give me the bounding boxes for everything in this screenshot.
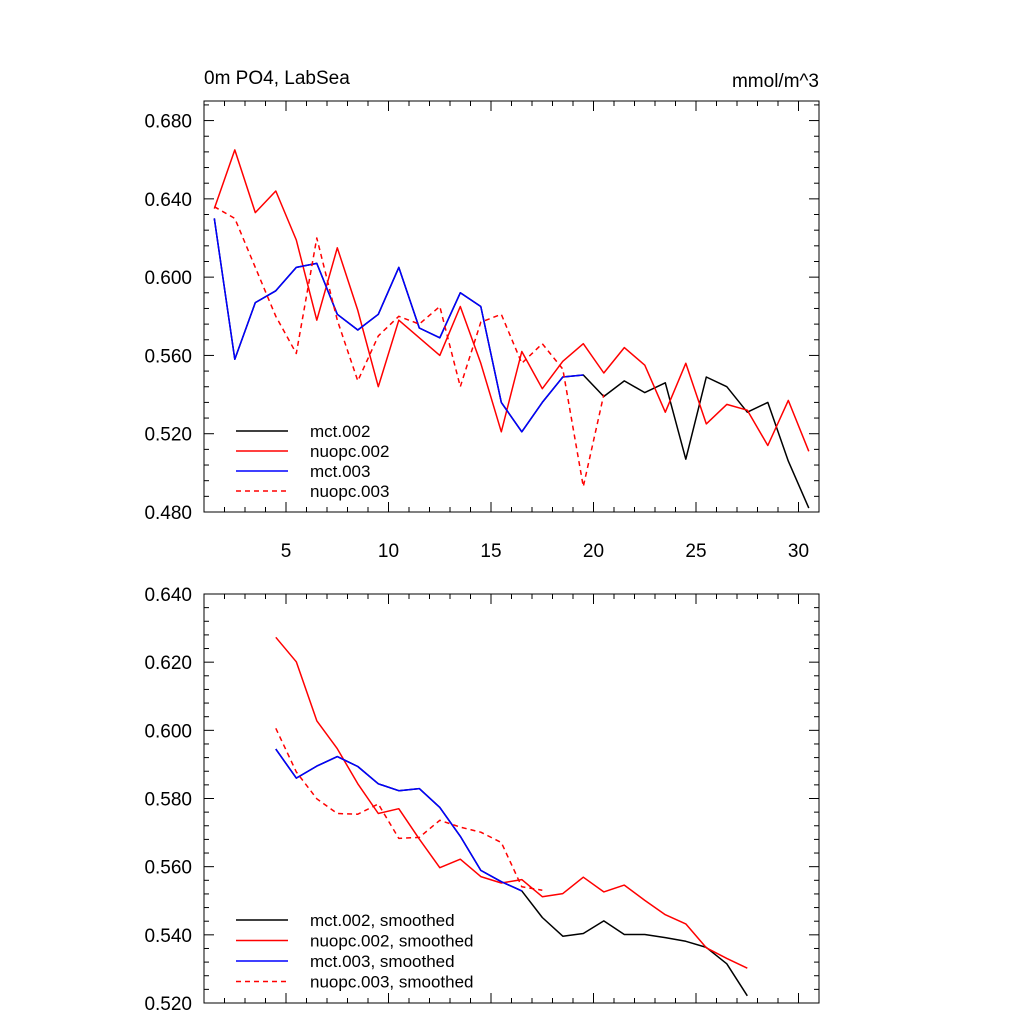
series-line-nuopc-002 bbox=[213, 149, 810, 452]
plot-frame bbox=[203, 100, 820, 513]
y-tick-label: 0.680 bbox=[144, 112, 192, 133]
legend-label: mct.003 bbox=[310, 462, 370, 481]
plot-frame bbox=[203, 593, 820, 1004]
y-tick-label: 0.540 bbox=[144, 926, 192, 947]
series-line-nuopc-003 bbox=[213, 206, 605, 488]
y-tick-label: 0.600 bbox=[144, 721, 192, 742]
series-line-mct-003-smoothed bbox=[275, 748, 523, 892]
x-tick-label: 10 bbox=[378, 541, 399, 562]
y-tick-label: 0.520 bbox=[144, 994, 192, 1015]
x-tick-label: 20 bbox=[583, 541, 604, 562]
legend-label: nuopc.003 bbox=[310, 482, 389, 501]
axis-ticks bbox=[203, 593, 820, 1004]
legend: mct.002, smoothed nuopc.002, smoothedmct.… bbox=[236, 911, 474, 992]
legend-label: nuopc.002 bbox=[310, 442, 389, 461]
bottom-panel: 0.520 0.540 0.560 0.580 0.600 0.620 0.640 mct.0… bbox=[144, 585, 820, 1015]
legend-label: mct.003, smoothed bbox=[310, 952, 455, 971]
series-line-mct-002 bbox=[213, 218, 810, 509]
x-tick-label: 30 bbox=[788, 541, 809, 562]
y-tick-label: 0.560 bbox=[144, 858, 192, 879]
y-tick-label: 0.580 bbox=[144, 790, 192, 811]
legend-label: mct.002, smoothed bbox=[310, 911, 455, 930]
series-line-nuopc-003-smoothed bbox=[275, 727, 543, 891]
series-line-mct-003 bbox=[213, 218, 584, 433]
series-line-nuopc-002-smoothed bbox=[275, 636, 748, 969]
y-tick-label: 0.480 bbox=[144, 503, 192, 524]
axis-ticks bbox=[203, 101, 820, 513]
legend-label: nuopc.002, smoothed bbox=[310, 932, 474, 951]
x-tick-label: 25 bbox=[685, 541, 706, 562]
y-tick-label: 0.600 bbox=[144, 268, 192, 289]
legend-label: nuopc.003, smoothed bbox=[310, 973, 474, 992]
y-tick-label: 0.520 bbox=[144, 425, 192, 446]
x-tick-label: 5 bbox=[281, 541, 292, 562]
legend-label: mct.002 bbox=[310, 422, 370, 441]
chart-title: 0m PO4, LabSea bbox=[204, 68, 350, 89]
y-tick-label: 0.620 bbox=[144, 653, 192, 674]
y-tick-label: 0.640 bbox=[144, 190, 192, 211]
y-tick-label: 0.640 bbox=[144, 585, 192, 606]
top-panel: 0m PO4, LabSea mmol/m^3 0.480 0.520 0.560 0… bbox=[144, 68, 820, 562]
x-tick-label: 15 bbox=[480, 541, 501, 562]
y-tick-label: 0.560 bbox=[144, 346, 192, 367]
units-label: mmol/m^3 bbox=[732, 71, 819, 92]
